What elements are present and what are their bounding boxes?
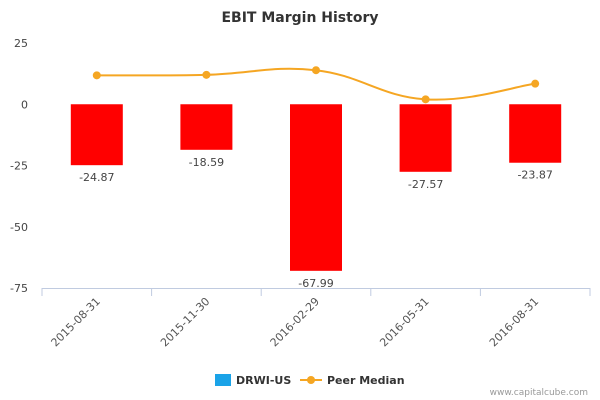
y-tick-label: -75 [10, 282, 28, 295]
x-tick-label: 2015-11-30 [158, 295, 212, 349]
y-tick-label: 0 [21, 98, 28, 111]
peer-median-point[interactable] [312, 66, 320, 75]
bar-data-label: -67.99 [298, 277, 333, 290]
bar-data-label: -27.57 [408, 178, 443, 191]
peer-median-point[interactable] [202, 70, 211, 79]
x-tick-label: 2016-02-29 [268, 295, 322, 349]
bar[interactable] [509, 104, 562, 163]
bar[interactable] [70, 104, 123, 166]
legend-label-peer: Peer Median [327, 374, 405, 387]
bar[interactable] [290, 104, 342, 271]
peer-median-point[interactable] [531, 79, 540, 88]
x-tick-label: 2015-08-31 [49, 295, 103, 349]
bar-data-labels: -24.87 -18.59 -67.99 -27.57 -23.87 [79, 156, 553, 290]
bar[interactable] [399, 104, 452, 172]
x-axis: 2015-08-31 2015-11-30 2016-02-29 2016-05-31… [41, 288, 591, 349]
peer-median-point[interactable] [421, 95, 430, 104]
bar-data-label: -24.87 [79, 171, 114, 184]
legend-label-drwi: DRWI-US [236, 374, 291, 387]
y-axis: 25 0 -25 -50 -75 [10, 37, 28, 295]
legend-marker-peer [307, 376, 315, 384]
bar-data-label: -18.59 [189, 156, 224, 169]
y-tick-label: -25 [10, 160, 28, 173]
line-series [92, 66, 540, 104]
legend[interactable]: DRWI-US Peer Median [215, 374, 405, 387]
chart-title: EBIT Margin History [221, 10, 378, 26]
bar-data-label: -23.87 [517, 169, 552, 182]
x-tick-label: 2016-05-31 [377, 295, 431, 349]
y-tick-label: 25 [14, 37, 28, 50]
x-tick-label: 2016-08-31 [487, 295, 541, 349]
credit-text[interactable]: www.capitalcube.com [490, 388, 588, 398]
legend-swatch-drwi [215, 374, 231, 386]
peer-median-point[interactable] [92, 71, 101, 80]
bar-series [70, 104, 562, 271]
y-tick-label: -50 [10, 221, 28, 234]
bar[interactable] [180, 104, 233, 150]
